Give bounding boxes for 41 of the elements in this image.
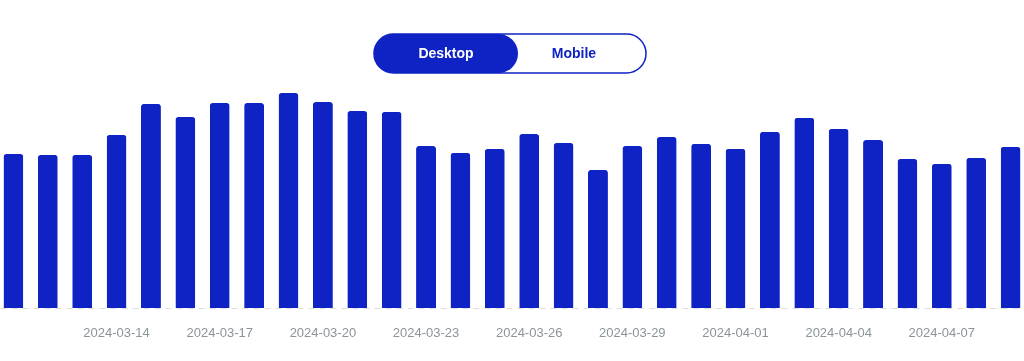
bar xyxy=(244,103,265,308)
x-tick-label: 2024-04-04 xyxy=(805,324,872,340)
bar xyxy=(931,163,952,308)
bar xyxy=(72,154,93,308)
bar xyxy=(278,93,299,308)
bar xyxy=(725,148,746,308)
x-tick-label: 2024-03-26 xyxy=(495,324,563,340)
bar xyxy=(347,111,368,308)
bar xyxy=(1000,146,1021,308)
bar xyxy=(622,146,643,308)
bar xyxy=(828,128,849,308)
bar xyxy=(175,117,196,308)
bar xyxy=(553,143,574,308)
bar xyxy=(484,148,505,308)
bar xyxy=(759,131,780,308)
bar xyxy=(450,152,471,308)
x-tick-label: 2024-03-23 xyxy=(392,324,460,340)
bar xyxy=(691,143,712,308)
bar xyxy=(897,159,918,308)
bar xyxy=(416,146,437,308)
text: Mobile xyxy=(551,45,597,61)
bar xyxy=(3,154,24,308)
bar xyxy=(966,157,987,308)
x-tick-label: 2024-04-01 xyxy=(702,324,769,340)
bar xyxy=(106,134,127,308)
x-tick-label: 2024-03-20 xyxy=(289,324,357,340)
bar xyxy=(794,117,815,308)
bar xyxy=(312,102,333,308)
bar xyxy=(37,154,58,308)
text: Desktop xyxy=(418,45,474,61)
bar xyxy=(519,134,540,308)
bar xyxy=(863,140,884,308)
x-tick-label: 2024-03-29 xyxy=(599,324,666,340)
bar xyxy=(140,103,161,308)
x-tick-label: 2024-03-17 xyxy=(186,324,253,340)
x-tick-label: 2024-04-07 xyxy=(908,324,976,340)
bar xyxy=(209,103,230,308)
x-tick-label: 2024-03-14 xyxy=(83,324,150,340)
bar xyxy=(656,137,677,308)
bar xyxy=(587,169,608,308)
bar xyxy=(381,111,402,308)
